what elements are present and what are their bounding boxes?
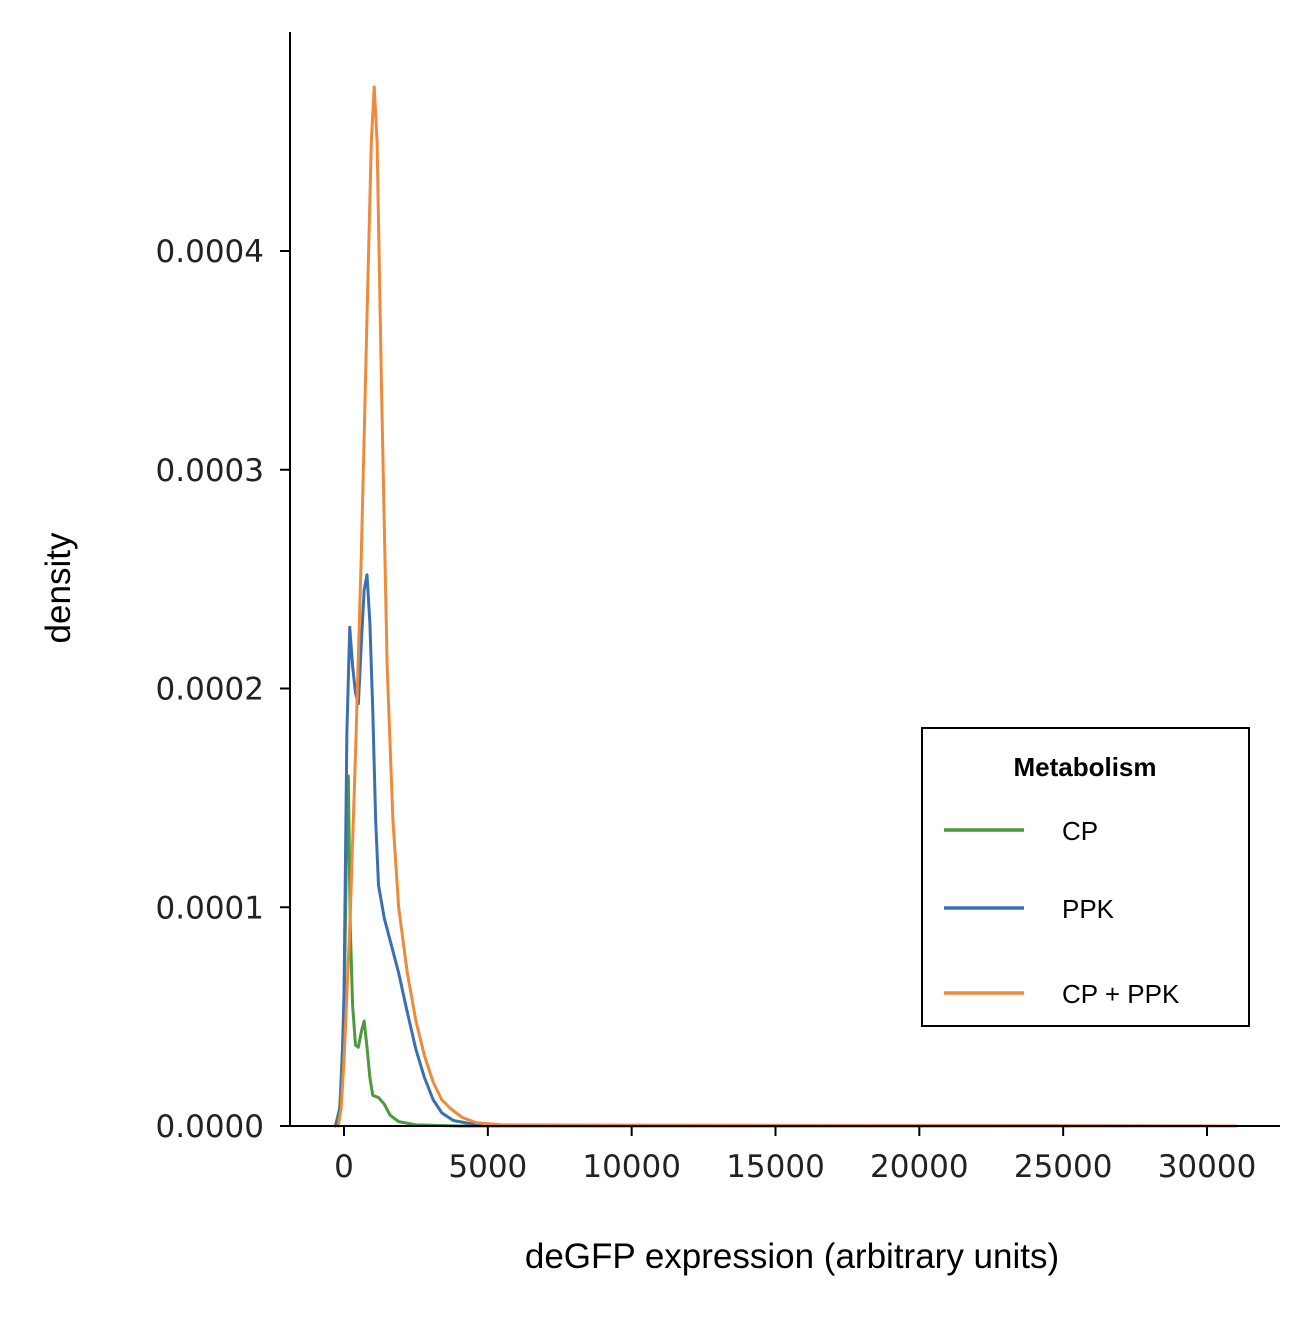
y-ticks: 0.0000 0.0001 0.0002 0.0003 0.0004 [156, 234, 290, 1145]
x-tick-label: 0 [334, 1149, 354, 1185]
y-tick-label: 0.0001 [156, 890, 264, 926]
y-tick-label: 0.0003 [156, 453, 264, 489]
x-tick-label: 30000 [1158, 1149, 1257, 1185]
x-ticks: 0 5000 10000 15000 20000 25000 30000 [334, 1126, 1256, 1185]
x-tick-label: 10000 [582, 1149, 681, 1185]
legend-frame [921, 727, 1250, 1027]
x-tick-label: 5000 [448, 1149, 527, 1185]
y-axis-title: density [39, 532, 78, 643]
series-line-2 [333, 573, 1238, 1128]
y-tick-label: 0.0000 [156, 1109, 264, 1145]
x-tick-label: 20000 [870, 1149, 969, 1185]
legend-label: PPK [1062, 894, 1115, 924]
legend-title: Metabolism [1013, 752, 1156, 782]
x-axis-title: deGFP expression (arbitrary units) [525, 1237, 1059, 1276]
legend-entries: CP PPK CP + PPK [944, 816, 1180, 1009]
y-tick-label: 0.0002 [156, 672, 264, 708]
x-tick-label: 15000 [726, 1149, 825, 1185]
legend-label: CP [1062, 816, 1098, 846]
y-tick-label: 0.0004 [156, 234, 264, 270]
series-line-3 [336, 85, 1238, 1128]
lines-layer [333, 85, 1238, 1128]
legend: Metabolism CP PPK CP + PPK [921, 727, 1250, 1027]
x-tick-label: 25000 [1014, 1149, 1113, 1185]
legend-label: CP + PPK [1062, 979, 1180, 1009]
